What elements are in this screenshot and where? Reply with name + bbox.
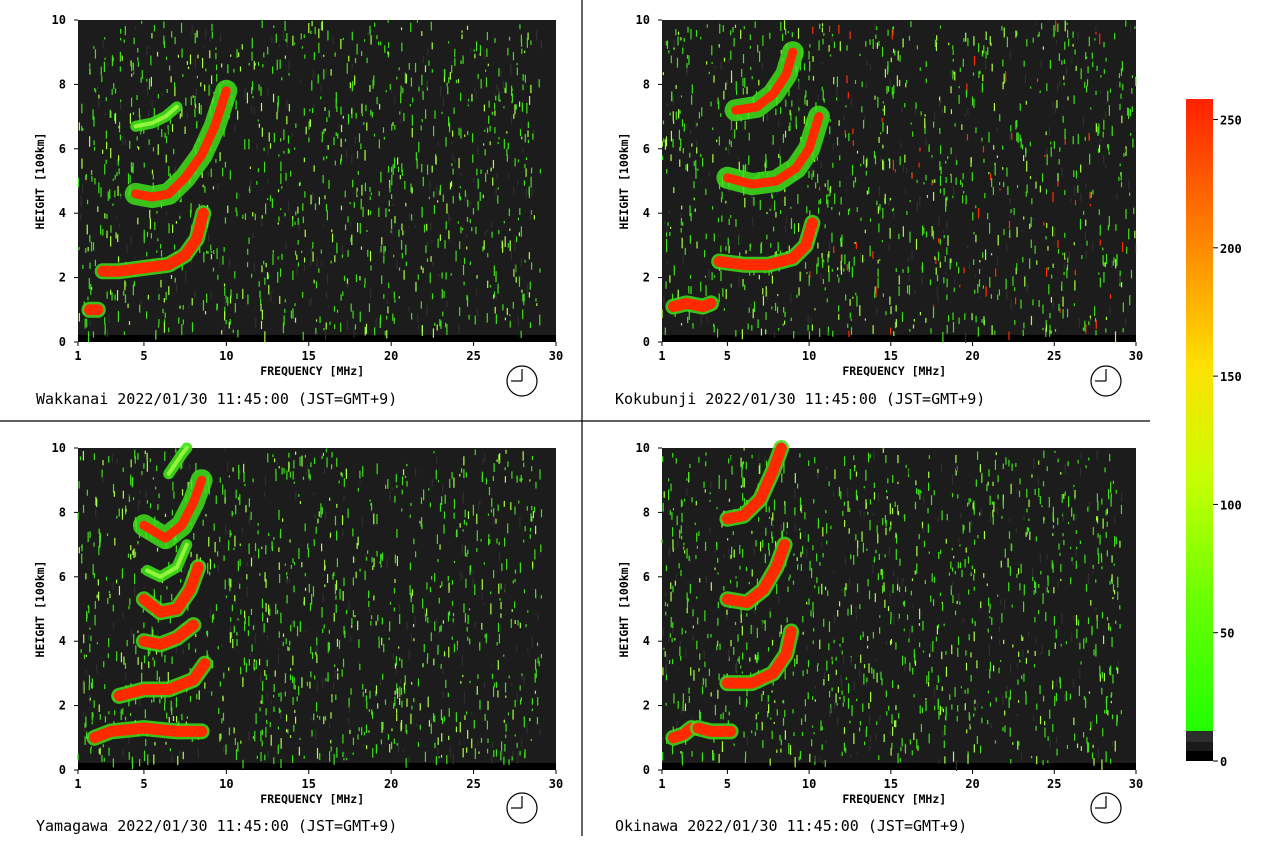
y-tick-label: 6 <box>59 142 66 156</box>
station-caption: Kokubunji 2022/01/30 11:45:00 (JST=GMT+9… <box>615 390 985 408</box>
echo-trace <box>139 475 207 543</box>
echo-trace <box>731 47 798 115</box>
x-tick-label: 5 <box>140 777 147 791</box>
echo-trace <box>667 297 717 313</box>
x-axis-label: FREQUENCY [MHz] <box>260 364 364 378</box>
plot-bottom-band <box>662 335 1136 342</box>
echo-trace <box>113 658 211 702</box>
echo-traces <box>86 442 213 746</box>
y-tick-label: 2 <box>59 699 66 713</box>
y-tick-label: 4 <box>59 634 66 648</box>
clock-icon <box>506 365 538 397</box>
x-tick-label: 30 <box>1129 349 1143 363</box>
y-axis-label: HEIGHT [100km] <box>617 133 631 230</box>
echo-trace <box>131 86 231 202</box>
echo-trace <box>722 112 824 189</box>
x-tick-label: 25 <box>1047 349 1061 363</box>
echo-trace-core <box>166 446 189 476</box>
x-tick-label: 5 <box>724 349 731 363</box>
x-axis-label: FREQUENCY [MHz] <box>842 364 946 378</box>
y-tick-label: 0 <box>59 335 66 349</box>
echo-trace-core <box>145 542 189 579</box>
y-tick-label: 2 <box>643 271 650 285</box>
y-tick-label: 0 <box>59 763 66 777</box>
y-tick-label: 8 <box>643 77 650 91</box>
noise-layer <box>661 448 1123 772</box>
y-tick-label: 0 <box>643 335 650 349</box>
echo-trace <box>138 619 199 650</box>
x-axis-label: FREQUENCY [MHz] <box>260 792 364 806</box>
x-tick-label: 15 <box>302 777 316 791</box>
x-tick-label: 20 <box>384 777 398 791</box>
echo-trace <box>138 561 204 618</box>
y-tick-label: 10 <box>52 13 66 27</box>
plot-bottom-band <box>78 763 556 770</box>
x-tick-label: 10 <box>219 777 233 791</box>
noise-layer <box>661 20 1137 344</box>
plot-bottom-band <box>78 335 556 342</box>
noise-layer <box>77 448 543 770</box>
x-tick-label: 30 <box>549 777 563 791</box>
y-axis-label: HEIGHT [100km] <box>33 561 47 658</box>
y-tick-label: 8 <box>59 77 66 91</box>
y-tick-label: 4 <box>59 206 66 220</box>
y-tick-label: 2 <box>59 271 66 285</box>
x-tick-label: 10 <box>219 349 233 363</box>
y-tick-label: 10 <box>52 441 66 455</box>
echo-traces <box>81 79 238 318</box>
plot-bottom-band <box>662 763 1136 770</box>
x-tick-label: 15 <box>884 349 898 363</box>
y-tick-label: 6 <box>643 142 650 156</box>
x-tick-label: 1 <box>658 349 665 363</box>
x-tick-label: 30 <box>549 349 563 363</box>
y-tick-label: 4 <box>643 206 650 220</box>
x-tick-label: 25 <box>466 349 480 363</box>
clock-icon <box>1090 365 1122 397</box>
clock-icon <box>506 792 538 824</box>
x-tick-label: 5 <box>140 349 147 363</box>
x-tick-label: 10 <box>802 349 816 363</box>
y-tick-label: 8 <box>59 505 66 519</box>
y-axis-label: HEIGHT [100km] <box>33 133 47 230</box>
x-tick-label: 1 <box>74 349 81 363</box>
echo-trace <box>89 722 208 744</box>
x-tick-label: 20 <box>965 349 979 363</box>
x-tick-label: 25 <box>466 777 480 791</box>
echo-trace <box>97 207 209 277</box>
plot-area <box>662 448 1136 770</box>
x-tick-label: 20 <box>384 349 398 363</box>
y-tick-label: 6 <box>59 570 66 584</box>
plot-area <box>78 20 556 342</box>
echo-trace <box>713 217 818 271</box>
x-tick-label: 15 <box>302 349 316 363</box>
station-caption: Yamagawa 2022/01/30 11:45:00 (JST=GMT+9) <box>36 817 397 835</box>
echo-traces <box>665 41 830 315</box>
echo-trace-core <box>133 104 179 129</box>
y-tick-label: 10 <box>636 13 650 27</box>
station-caption: Wakkanai 2022/01/30 11:45:00 (JST=GMT+9) <box>36 390 397 408</box>
x-tick-label: 1 <box>74 777 81 791</box>
